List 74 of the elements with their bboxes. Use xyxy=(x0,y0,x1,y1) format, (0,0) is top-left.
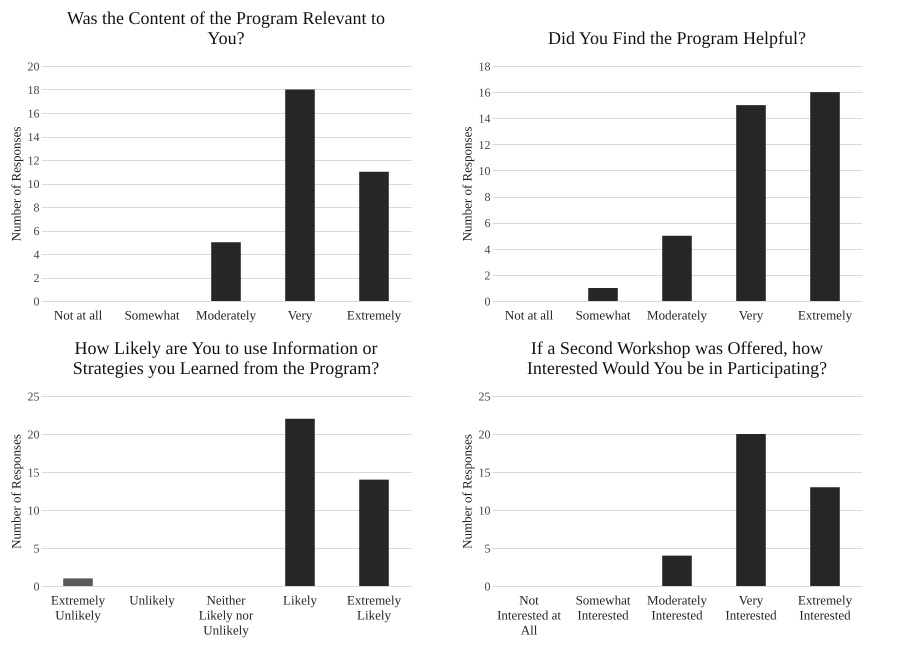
x-tick-label: Not at all xyxy=(504,308,554,322)
x-tick-label: Extremely Unlikely xyxy=(50,592,106,622)
y-axis-title: Number of Responses xyxy=(460,126,474,242)
y-tick-label: 14 xyxy=(28,130,40,144)
y-tick-label: 0 xyxy=(34,580,40,594)
y-tick-label: 16 xyxy=(478,86,490,100)
chart-title: How Likely are You to use Information or Strategies you Learned from the Program? xyxy=(72,338,380,378)
x-tick-label: Extremely xyxy=(798,308,853,322)
bar xyxy=(662,556,692,586)
y-tick-label: 10 xyxy=(28,177,40,191)
y-tick-label: 4 xyxy=(34,248,40,262)
x-tick-label: Unlikely xyxy=(129,592,176,608)
x-tick-label: Very xyxy=(738,308,764,322)
y-tick-label: 0 xyxy=(484,580,490,594)
x-tick-label: Moderately xyxy=(647,308,708,322)
y-tick-label: 25 xyxy=(478,390,490,404)
bar xyxy=(211,242,241,301)
y-axis-title: Number of Responses xyxy=(460,434,474,549)
bar xyxy=(359,172,389,301)
x-tick-label: Likely xyxy=(283,592,318,608)
x-tick-label: Somewhat Interested xyxy=(576,592,631,622)
y-tick-label: 18 xyxy=(28,83,40,97)
bar xyxy=(359,480,389,586)
y-tick-label: 25 xyxy=(28,390,40,404)
x-tick-label: Very xyxy=(288,308,313,322)
y-tick-label: 4 xyxy=(484,242,490,256)
x-tick-label: Very Interested xyxy=(725,592,778,622)
chart-title: Did You Find the Program Helpful? xyxy=(548,28,806,48)
y-tick-label: 14 xyxy=(478,112,490,126)
y-axis-title: Number of Responses xyxy=(8,434,24,549)
y-tick-label: 5 xyxy=(484,542,490,556)
y-tick-label: 2 xyxy=(34,271,40,285)
y-tick-label: 0 xyxy=(484,294,490,308)
y-axis-title: Number of Responses xyxy=(8,126,24,242)
y-tick-label: 15 xyxy=(478,466,490,480)
x-tick-label: Not at all xyxy=(54,308,103,322)
y-tick-label: 6 xyxy=(34,224,40,238)
bar xyxy=(285,418,315,586)
bar xyxy=(736,105,766,301)
y-tick-label: 2 xyxy=(484,268,490,282)
bar xyxy=(810,92,840,301)
x-tick-label: Somewhat xyxy=(124,308,180,322)
y-tick-label: 20 xyxy=(478,428,490,442)
bar xyxy=(810,487,840,586)
y-tick-label: 10 xyxy=(478,164,490,178)
bar xyxy=(285,90,315,301)
y-tick-label: 10 xyxy=(28,504,40,518)
x-tick-label: Extremely Likely xyxy=(346,592,402,622)
x-tick-label: Neither Likely nor Unlikely xyxy=(198,592,254,638)
bar xyxy=(662,236,692,301)
y-tick-label: 8 xyxy=(484,190,490,204)
y-tick-label: 0 xyxy=(34,294,40,308)
x-tick-label: Moderately xyxy=(196,308,256,322)
y-tick-label: 15 xyxy=(28,466,40,480)
x-tick-label: Somewhat xyxy=(576,308,631,322)
chart-title: If a Second Workshop was Offered, how Interested Would You be in Participating? xyxy=(526,338,828,378)
x-tick-label: Not Interested at All xyxy=(497,592,562,638)
x-tick-label: Moderately Interested xyxy=(647,592,708,622)
x-tick-label: Extremely xyxy=(346,308,402,322)
y-tick-label: 20 xyxy=(28,428,40,442)
y-tick-label: 8 xyxy=(34,200,40,214)
y-tick-label: 12 xyxy=(28,154,40,168)
y-tick-label: 6 xyxy=(484,216,490,230)
bar xyxy=(736,434,766,586)
bar xyxy=(588,288,618,301)
y-tick-label: 12 xyxy=(478,138,490,152)
bar xyxy=(63,578,93,586)
chart-title: Was the Content of the Program Relevant to You? xyxy=(67,8,385,48)
y-tick-label: 20 xyxy=(28,60,40,74)
x-tick-label: Extremely Interested xyxy=(798,592,853,622)
y-tick-label: 10 xyxy=(478,504,490,518)
y-tick-label: 5 xyxy=(34,542,40,556)
y-tick-label: 18 xyxy=(478,60,490,74)
y-tick-label: 16 xyxy=(28,106,40,120)
